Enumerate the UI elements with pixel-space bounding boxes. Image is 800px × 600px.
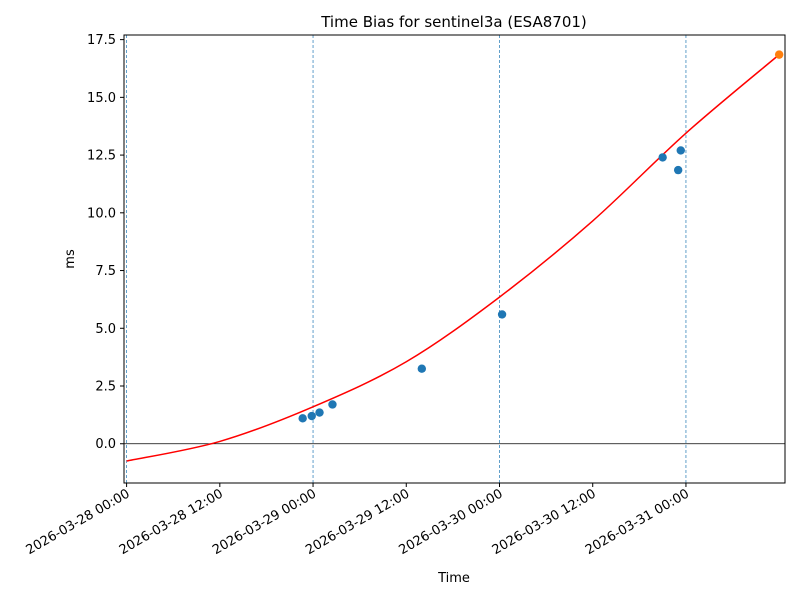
- fit-curve-layer: [126, 54, 780, 462]
- observation-point: [676, 146, 685, 155]
- x-tick-label: 2026-03-29 12:00: [303, 486, 412, 558]
- observation-point: [673, 165, 683, 175]
- observation-point: [298, 414, 307, 423]
- observation-point: [307, 411, 316, 421]
- y-tick-label: 7.5: [95, 264, 116, 279]
- x-tick-label: 2026-03-30 00:00: [397, 486, 506, 558]
- x-tick-label: 2026-03-30 12:00: [490, 486, 599, 558]
- y-tick-label: 15.0: [87, 91, 116, 106]
- observation-point: [328, 400, 337, 409]
- reference-lines: [124, 35, 785, 483]
- y-tick-label: 12.5: [87, 149, 116, 164]
- y-axis: 0.0 2.5 5.0 7.5 10.0 12.5 15.0 17.5: [87, 33, 124, 452]
- plot-background: [124, 35, 785, 483]
- observation-point: [315, 408, 324, 417]
- x-tick-label: 2026-03-29 00:00: [210, 486, 319, 558]
- x-axis-title: Time: [437, 571, 470, 586]
- plot-frame: [123, 34, 786, 484]
- y-tick-label: 2.5: [95, 380, 116, 395]
- data-points-layer: [298, 50, 784, 423]
- x-tick-label: 2026-03-31 00:00: [583, 486, 692, 558]
- observation-point: [417, 364, 427, 373]
- y-tick-label: 17.5: [87, 33, 116, 48]
- prediction-point: [774, 50, 784, 59]
- y-tick-label: 0.0: [95, 437, 116, 452]
- fit-curve: [126, 54, 780, 462]
- x-tick-label: 2026-03-28 00:00: [24, 486, 133, 558]
- observation-point: [658, 153, 667, 162]
- observation-point: [497, 310, 507, 319]
- y-tick-label: 10.0: [87, 206, 116, 221]
- y-axis-title: ms: [63, 249, 78, 269]
- x-tick-label: 2026-03-28 12:00: [117, 486, 226, 558]
- chart-title: Time Bias for sentinel3a (ESA8701): [320, 13, 587, 31]
- y-tick-label: 5.0: [95, 322, 116, 337]
